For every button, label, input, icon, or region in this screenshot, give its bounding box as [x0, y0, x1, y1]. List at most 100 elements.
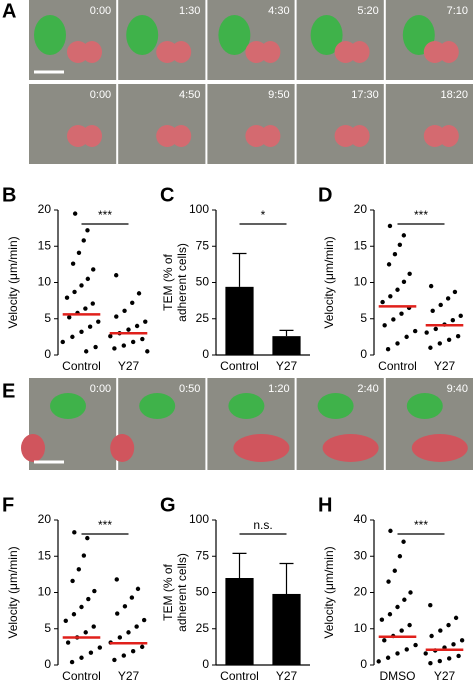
data-point	[458, 313, 463, 319]
data-point	[399, 628, 404, 633]
y-tick-label: 15	[354, 238, 368, 252]
data-point	[88, 650, 94, 655]
y-tick-label: 5	[44, 311, 51, 325]
micrograph	[29, 84, 117, 164]
error-bar	[232, 552, 247, 578]
data-point	[445, 296, 451, 301]
data-point	[79, 283, 84, 288]
data-point	[139, 644, 145, 650]
green-cell	[34, 15, 66, 55]
data-point	[63, 618, 68, 623]
data-point	[452, 289, 458, 295]
y-tick-label: 25	[196, 311, 210, 325]
y-tick-label: 0	[360, 347, 367, 361]
micrograph	[118, 84, 206, 164]
data-point	[391, 317, 396, 322]
data-point	[379, 617, 385, 622]
green-cell	[317, 393, 354, 419]
red-cell	[349, 41, 370, 63]
data-point	[387, 223, 393, 229]
data-point	[115, 611, 120, 616]
x-tick-label: Control	[220, 669, 259, 683]
data-point	[382, 323, 387, 328]
timestamp: 5:20	[357, 5, 378, 17]
data-point	[437, 341, 442, 346]
data-point	[447, 656, 452, 661]
y-tick-label: 40	[354, 512, 368, 526]
red-cell	[438, 125, 459, 147]
data-point	[122, 308, 127, 313]
y-tick-label: 75	[196, 548, 210, 562]
data-point	[397, 554, 403, 559]
data-point	[395, 651, 400, 656]
x-tick-label: Control	[220, 359, 259, 373]
data-point	[126, 630, 131, 635]
data-point	[85, 535, 90, 541]
data-point	[395, 287, 400, 292]
data-point	[428, 602, 433, 608]
y-tick-label: 25	[196, 621, 210, 635]
timestamp: 18:20	[440, 89, 468, 101]
data-point	[93, 344, 98, 350]
data-point	[97, 645, 103, 650]
data-point	[446, 337, 452, 342]
data-point	[83, 306, 88, 311]
data-point	[145, 349, 150, 354]
green-cell	[228, 393, 265, 419]
x-tick-label: Control	[62, 359, 101, 373]
red-cell	[233, 434, 290, 462]
panel-label: E	[2, 380, 15, 402]
data-point	[433, 326, 438, 332]
y-tick-label: 10	[38, 585, 52, 599]
data-point	[121, 343, 127, 348]
y-axis-label: TEM (% of	[161, 253, 175, 310]
data-point	[402, 597, 407, 602]
data-point	[129, 595, 135, 600]
y-tick-label: 15	[38, 548, 52, 562]
data-point	[395, 604, 400, 610]
data-point	[70, 578, 75, 584]
data-point	[446, 622, 451, 628]
y-tick-label: 5	[44, 621, 51, 635]
y-tick-label: 20	[38, 202, 52, 216]
y-tick-label: 0	[202, 347, 209, 361]
red-cell	[82, 125, 102, 147]
data-point	[428, 345, 433, 350]
data-point	[413, 642, 418, 648]
data-point	[388, 294, 393, 299]
data-point	[380, 299, 385, 305]
data-point	[429, 633, 434, 639]
timestamp: 0:50	[179, 383, 200, 395]
data-point	[79, 655, 84, 660]
data-point	[117, 635, 123, 640]
data-point	[134, 624, 139, 629]
y-tick-label: 10	[354, 621, 368, 635]
data-point	[387, 612, 393, 617]
data-point	[108, 333, 113, 339]
panel-label: C	[160, 184, 174, 206]
x-tick-label: Y27	[434, 669, 456, 683]
x-tick-label: Y27	[118, 669, 140, 683]
data-point	[60, 339, 65, 345]
data-point	[140, 336, 145, 342]
y-tick-label: 20	[38, 512, 52, 526]
timestamp: 17:30	[351, 89, 379, 101]
timestamp: 1:30	[179, 5, 200, 17]
data-point	[135, 586, 141, 592]
green-cell	[139, 393, 176, 419]
y-tick-label: 20	[354, 202, 368, 216]
data-point	[69, 659, 75, 665]
data-point	[134, 323, 140, 329]
data-point	[87, 324, 93, 329]
timestamp: 9:40	[447, 383, 468, 395]
timestamp: 7:10	[447, 5, 468, 17]
y-tick-label: 0	[44, 347, 51, 361]
data-point	[404, 334, 409, 340]
significance: ***	[414, 518, 428, 532]
y-tick-label: 20	[354, 585, 368, 599]
red-cell	[171, 125, 192, 147]
data-point	[114, 577, 119, 582]
data-point	[91, 267, 96, 272]
